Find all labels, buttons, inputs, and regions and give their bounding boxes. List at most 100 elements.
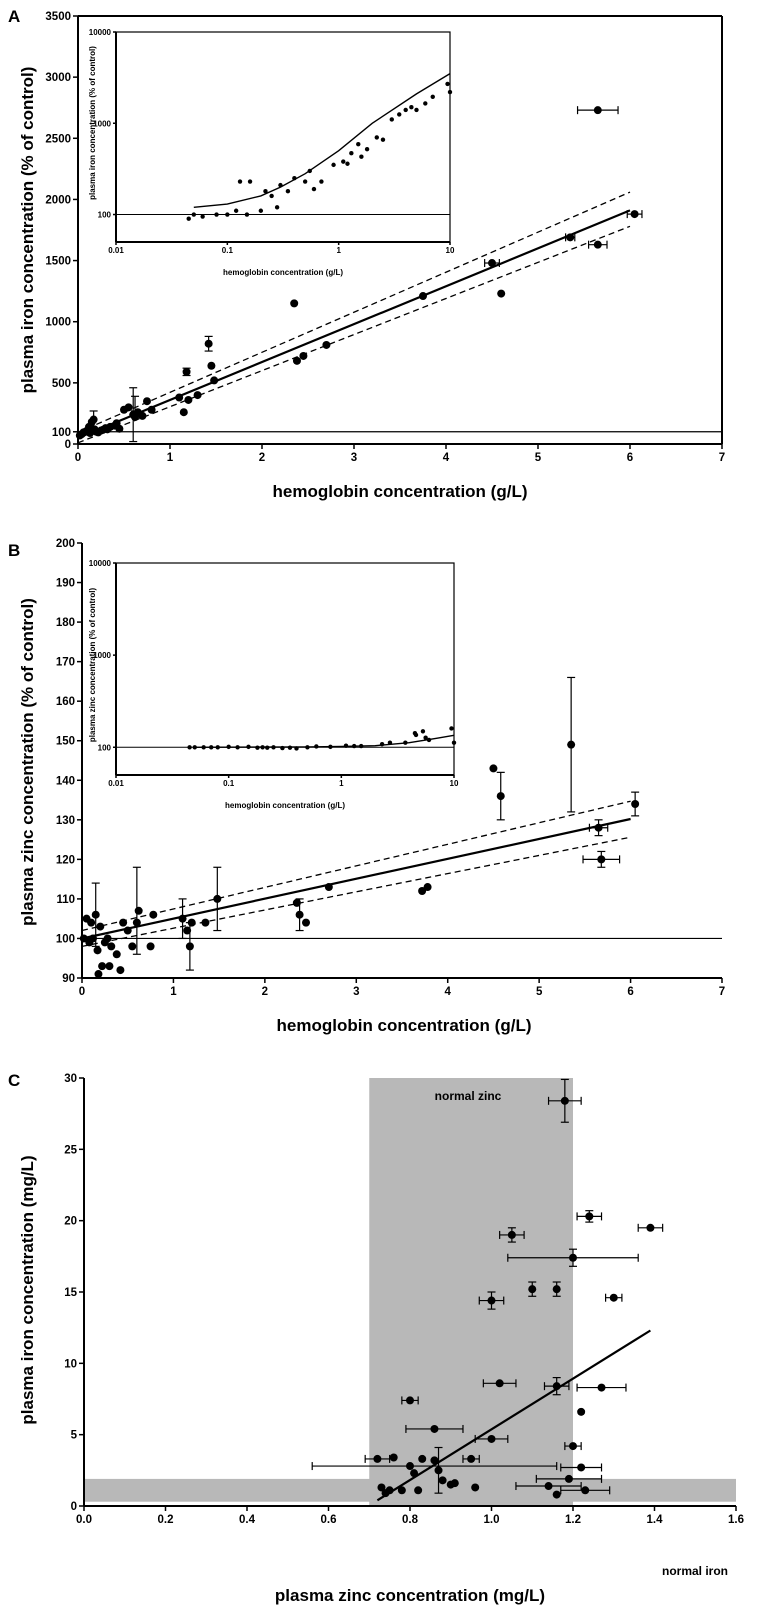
panel-a-data-point (90, 416, 98, 424)
panel-b-data-point (107, 942, 115, 950)
panel-c-x-axis-label: plasma zinc concentration (mg/L) (275, 1586, 545, 1605)
panel-c-y-tick-label: 30 (64, 1073, 77, 1085)
panel-a-inset-data-point (431, 95, 435, 99)
panel-c-data-point (471, 1483, 479, 1491)
panel-b-data-point (497, 792, 505, 800)
panel-b-data-point (183, 927, 191, 935)
panel-a-inset-x-tick-label: 1 (336, 246, 341, 255)
panel-c-data-point (390, 1453, 398, 1461)
panel-b-data-point (92, 911, 100, 919)
normal-zinc-label: normal zinc (435, 1089, 502, 1103)
panel-b-inset-data-point (271, 745, 275, 749)
panel-a-data-point (293, 357, 301, 365)
panel-a-data-point (194, 391, 202, 399)
panel-a-inset-data-point (292, 176, 296, 180)
panel-c-data-point (488, 1297, 496, 1305)
panel-a-data-point (566, 233, 574, 241)
panel-a-data-point (125, 403, 133, 411)
panel-a-data-point (175, 394, 183, 402)
panel-a-x-tick-label: 4 (443, 452, 450, 464)
panel-a-inset-data-point (365, 147, 369, 151)
panel-a-inset-data-point (331, 163, 335, 167)
panel-a-data-point (207, 362, 215, 370)
panel-c-x-tick-label: 1.6 (728, 1514, 744, 1526)
panel-b-letter: B (8, 541, 20, 560)
panel-b-inset-data-point (388, 741, 392, 745)
panel-a-data-point (594, 241, 602, 249)
panel-b-inset-data-point (209, 745, 213, 749)
panel-c-data-point (386, 1486, 394, 1494)
panel-c-data-point (553, 1285, 561, 1293)
panel-b-data-point (201, 919, 209, 927)
panel-a-inset-data-point (381, 138, 385, 142)
panel-c-data-point (585, 1212, 593, 1220)
panel-b-inset-data-point (328, 745, 332, 749)
panel-b-inset-data-point (216, 745, 220, 749)
panel-a-letter: A (8, 7, 20, 26)
panel-a-inset-data-point (312, 187, 316, 191)
panel-b-data-point (124, 927, 132, 935)
normal-iron-band (84, 1479, 736, 1502)
panel-b-y-tick-label: 140 (56, 775, 75, 787)
panel-a-x-axis-label: hemoglobin concentration (g/L) (273, 482, 528, 501)
panel-b-y-axis-label: plasma zinc concentration (% of control) (18, 598, 37, 926)
panel-a-inset-y-tick-label: 100 (98, 211, 112, 220)
panel-b-inset-data-point (380, 742, 384, 746)
panel-a-inset-data-point (403, 108, 407, 112)
panel-b-x-tick-label: 4 (445, 986, 452, 998)
panel-a-y-tick-label: 2500 (45, 133, 71, 145)
panel-c-data-point (569, 1254, 577, 1262)
panel-a-inset-data-point (187, 217, 191, 221)
panel-b-data-point (128, 942, 136, 950)
panel-b-data-point (94, 946, 102, 954)
panel-a-inset-data-point (192, 212, 196, 216)
panel-b-y-tick-label: 100 (56, 933, 75, 945)
panel-b-inset-data-point (260, 745, 264, 749)
panel-a-inset-data-point (319, 179, 323, 183)
panel-c-data-point (569, 1442, 577, 1450)
panel-b-inset-data-point (255, 745, 259, 749)
panel-c-data-point (451, 1479, 459, 1487)
panel-c-data-point (467, 1455, 475, 1463)
panel-c-data-point (577, 1408, 585, 1416)
panel-a-inset-data-point (275, 205, 279, 209)
panel-c-data-point (398, 1486, 406, 1494)
panel-a-inset-data-point (390, 117, 394, 121)
panel-c-data-point (561, 1097, 569, 1105)
panel-b-y-tick-label: 150 (56, 736, 75, 748)
panel-c-data-point (435, 1466, 443, 1474)
panel-a-data-point (322, 341, 330, 349)
panel-b-inset-x-tick-label: 10 (450, 779, 459, 788)
panel-b-inset: 0.01 0.1 1 10100100010000 (89, 559, 459, 788)
panel-b-inset-x-tick-label: 0.01 (108, 779, 124, 788)
panel-c-data-point (565, 1475, 573, 1483)
panel-b-inset-data-point (314, 744, 318, 748)
panel-b-data-point (98, 962, 106, 970)
panel-a-y-tick-label: 500 (52, 378, 71, 390)
panel-a-y-tick-label: 3000 (45, 72, 71, 84)
panel-a-data-point (488, 259, 496, 267)
panel-c-data-point (553, 1382, 561, 1390)
panel-c-data-point (581, 1486, 589, 1494)
panel-b-inset-data-point (235, 745, 239, 749)
panel-a-inset-y-label: plasma iron concentration (% of control) (88, 46, 97, 200)
panel-a-x-tick-label: 0 (75, 452, 81, 464)
panel-b-inset-x-tick-label: 0.1 (223, 779, 235, 788)
panel-c-x-tick-label: 0.2 (158, 1514, 174, 1526)
panel-a-inset-data-point (259, 209, 263, 213)
panel-c-letter: C (8, 1071, 20, 1090)
panel-a-data-point (210, 376, 218, 384)
panel-a-inset-data-point (225, 212, 229, 216)
panel-a-data-point (497, 290, 505, 298)
panel-a-y-tick-label: 100 (52, 427, 71, 439)
panel-a-data-point (419, 292, 427, 300)
panel-b-data-point (213, 895, 221, 903)
panel-a-inset-data-point (263, 189, 267, 193)
panel-a-inset-data-point (414, 108, 418, 112)
panel-a-y-tick-label: 2000 (45, 194, 71, 206)
panel-b-data-point (296, 911, 304, 919)
panel-b-data-point (104, 934, 112, 942)
panel-a-data-point (594, 106, 602, 114)
panel-b-data-point (87, 919, 95, 927)
panel-a-x-tick-label: 5 (535, 452, 542, 464)
